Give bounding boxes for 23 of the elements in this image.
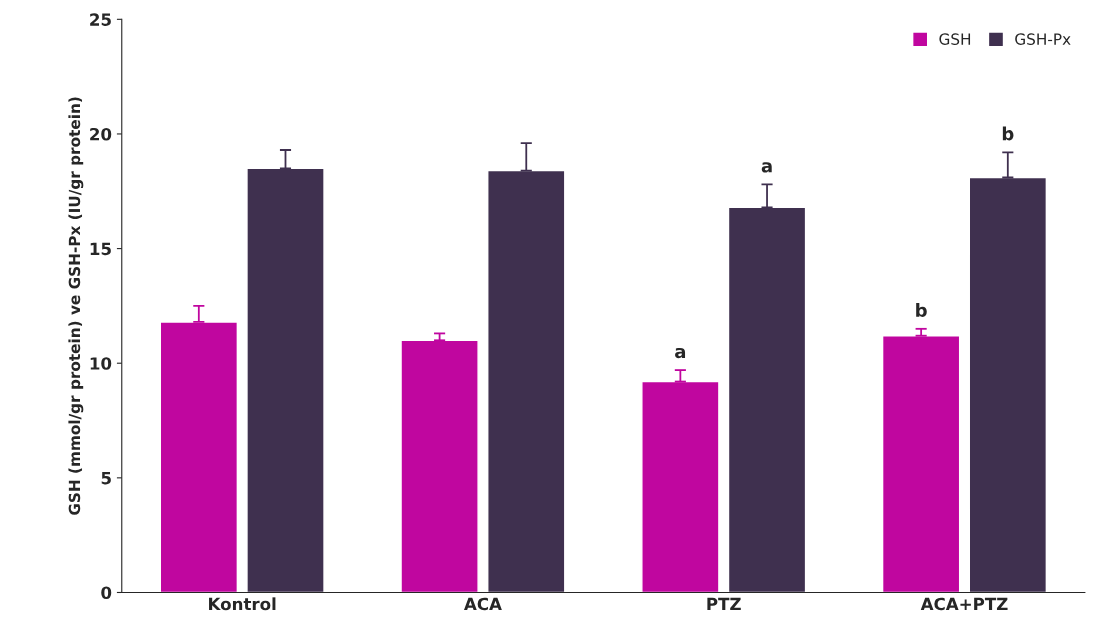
bar <box>881 335 961 593</box>
x-tick-label: ACA+PTZ <box>920 597 1008 611</box>
annotation: a <box>675 347 686 359</box>
legend-label: GSH-Px <box>1015 33 1071 45</box>
y-axis-title: GSH (mmol/gr protein) ve GSH-Px (IU/gr protein) <box>68 97 84 515</box>
y-tick-label: 5 <box>101 472 111 485</box>
x-tick-label: PTZ <box>707 597 741 611</box>
legend-label: GSH <box>939 33 971 45</box>
x-tick-label: ACA <box>464 597 502 611</box>
x-tick-label: Kontrol <box>209 597 276 611</box>
y-tick-label: 25 <box>90 13 111 26</box>
bar <box>400 339 479 593</box>
bar <box>159 321 239 593</box>
y-tick-label: 0 <box>101 586 112 600</box>
y-tick-label: 10 <box>90 357 112 370</box>
bar <box>487 169 566 593</box>
y-tick-label: 20 <box>90 127 112 141</box>
annotation: a <box>761 162 772 173</box>
bar <box>246 167 325 593</box>
annotation: b <box>916 303 927 317</box>
y-tick-label: 15 <box>90 242 111 256</box>
annotation: b <box>1002 126 1014 141</box>
bar <box>727 206 807 593</box>
